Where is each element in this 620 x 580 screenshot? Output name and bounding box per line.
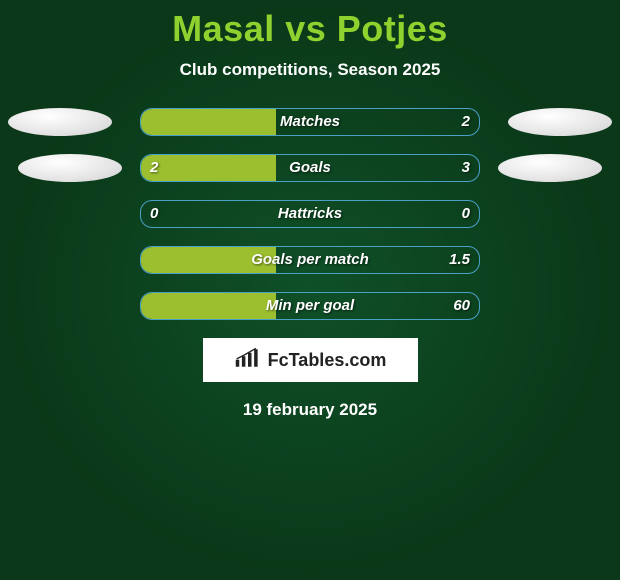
subtitle: Club competitions, Season 2025 bbox=[0, 60, 620, 80]
stat-row: 0Hattricks0 bbox=[0, 200, 620, 228]
player-oval-right bbox=[498, 154, 602, 182]
value-right: 60 bbox=[453, 292, 470, 320]
player-oval-right bbox=[508, 108, 612, 136]
chart-bar-icon bbox=[234, 347, 262, 374]
logo-text: FcTables.com bbox=[268, 350, 387, 371]
stat-row: Goals per match1.5 bbox=[0, 246, 620, 274]
stat-row: Matches2 bbox=[0, 108, 620, 136]
metric-label: Min per goal bbox=[140, 292, 480, 320]
metric-label: Matches bbox=[140, 108, 480, 136]
date-label: 19 february 2025 bbox=[0, 400, 620, 420]
metric-label: Hattricks bbox=[140, 200, 480, 228]
value-right: 2 bbox=[462, 108, 470, 136]
value-right: 0 bbox=[462, 200, 470, 228]
value-right: 3 bbox=[462, 154, 470, 182]
stat-row: 2Goals3 bbox=[0, 154, 620, 182]
value-right: 1.5 bbox=[449, 246, 470, 274]
metric-label: Goals bbox=[140, 154, 480, 182]
logo-box: FcTables.com bbox=[203, 338, 418, 382]
metric-label: Goals per match bbox=[140, 246, 480, 274]
stats-rows: Matches22Goals30Hattricks0Goals per matc… bbox=[0, 108, 620, 320]
player-oval-left bbox=[18, 154, 122, 182]
page-title: Masal vs Potjes bbox=[0, 0, 620, 50]
player-oval-left bbox=[8, 108, 112, 136]
stat-row: Min per goal60 bbox=[0, 292, 620, 320]
